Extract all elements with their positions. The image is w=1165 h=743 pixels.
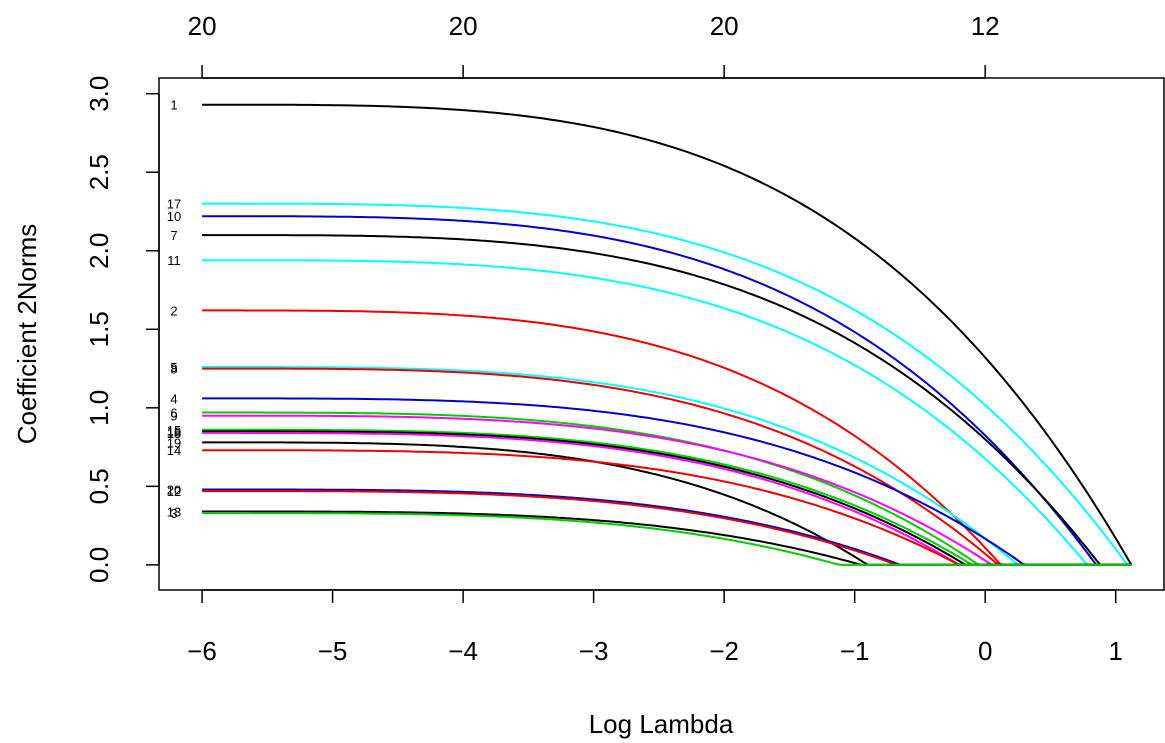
series-line-2 — [202, 309, 1132, 566]
y-tick-label: 1.5 — [84, 311, 114, 347]
curve-label-13: 13 — [167, 504, 181, 519]
curve-label-4: 4 — [170, 391, 177, 406]
curve-label-15: 15 — [167, 423, 181, 438]
x-axis-title: Log Lambda — [589, 709, 734, 739]
y-tick-label: 0.0 — [84, 547, 114, 583]
x-tick-label: 0 — [978, 636, 992, 666]
curve-label-12: 12 — [167, 484, 181, 499]
x-tick-label: −6 — [187, 636, 217, 666]
y-tick-label: 2.5 — [84, 154, 114, 190]
series-line-19 — [202, 441, 1132, 566]
x-tick-label: −5 — [318, 636, 348, 666]
series-line-17 — [202, 202, 1132, 566]
y-tick-label: 3.0 — [84, 76, 114, 112]
top-tick-label: 20 — [188, 11, 217, 41]
top-axis: 20 20 20 12 — [188, 11, 1000, 79]
curve-label-6: 6 — [170, 406, 177, 421]
x-axis: −6 −5 −4 −3 −2 −1 0 1 — [187, 589, 1123, 666]
series-line-1 — [202, 103, 1133, 566]
curve-label-7: 7 — [170, 228, 177, 243]
curve-label-8: 8 — [170, 362, 177, 377]
curve-label-17: 17 — [167, 197, 181, 212]
curve-label-18: 18 — [167, 426, 181, 441]
x-tick-label: −1 — [840, 636, 870, 666]
top-tick-label: 12 — [971, 11, 1000, 41]
top-tick-label: 20 — [449, 11, 478, 41]
series-line-3 — [202, 512, 1132, 566]
y-tick-label: 1.0 — [84, 390, 114, 426]
x-tick-label: 1 — [1108, 636, 1122, 666]
curve-label-3: 3 — [170, 506, 177, 521]
series-line-8 — [202, 367, 1132, 566]
series-line-10 — [202, 215, 1132, 566]
series-line-4 — [202, 397, 1132, 566]
series-line-5 — [202, 366, 1132, 566]
y-tick-label: 2.0 — [84, 233, 114, 269]
curve-label-5: 5 — [170, 360, 177, 375]
series-line-6 — [202, 411, 1132, 566]
curve-group — [202, 103, 1133, 566]
x-tick-label: −4 — [448, 636, 478, 666]
curve-label-14: 14 — [167, 443, 181, 458]
curve-label-16: 16 — [167, 424, 181, 439]
series-line-9 — [202, 414, 1132, 566]
x-tick-label: −2 — [709, 636, 739, 666]
y-axis: 0.0 0.5 1.0 1.5 2.0 2.5 3.0 — [84, 76, 160, 583]
curve-label-2: 2 — [170, 303, 177, 318]
y-axis-title: Coefficient 2Norms — [12, 224, 42, 445]
curve-label-20: 20 — [167, 482, 181, 497]
top-tick-label: 20 — [710, 11, 739, 41]
series-line-7 — [202, 234, 1132, 566]
curve-label-11: 11 — [167, 253, 181, 268]
y-tick-label: 0.5 — [84, 468, 114, 504]
series-line-11 — [202, 259, 1132, 566]
curve-label-9: 9 — [170, 409, 177, 424]
x-tick-label: −3 — [579, 636, 609, 666]
curve-label-1: 1 — [170, 98, 177, 113]
series-line-13 — [202, 510, 1132, 566]
curve-label-19: 19 — [167, 435, 181, 450]
curve-label-10: 10 — [167, 209, 181, 224]
